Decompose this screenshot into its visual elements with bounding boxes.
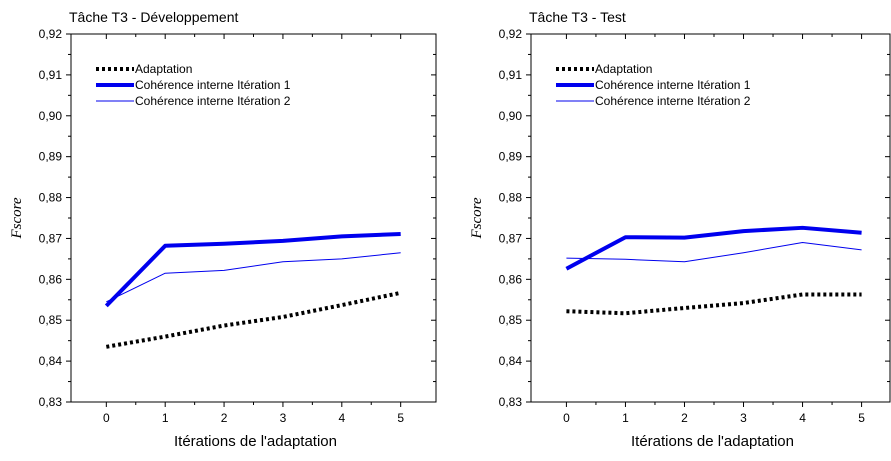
y-tick-label: 0,92 <box>39 27 63 41</box>
y-tick-label: 0,85 <box>39 313 63 327</box>
y-tick-label: 0,83 <box>499 395 523 409</box>
chart-title: Tâche T3 - Développement <box>69 9 238 25</box>
y-tick-label: 0,84 <box>499 354 523 368</box>
legend-label: Adaptation <box>595 62 652 76</box>
x-tick-label: 3 <box>280 411 287 425</box>
x-tick-label: 1 <box>622 411 629 425</box>
x-tick-label: 1 <box>162 411 169 425</box>
legend-label: Adaptation <box>135 62 192 76</box>
x-tick-label: 0 <box>103 411 110 425</box>
legend-label: Cohérence interne Itération 2 <box>135 94 291 108</box>
y-tick-label: 0,89 <box>499 150 523 164</box>
y-tick-label: 0,91 <box>499 68 523 82</box>
x-tick-label: 2 <box>681 411 688 425</box>
legend-label: Cohérence interne Itération 2 <box>595 94 751 108</box>
y-tick-label: 0,91 <box>39 68 63 82</box>
chart-title: Tâche T3 - Test <box>529 9 626 25</box>
y-tick-label: 0,85 <box>499 313 523 327</box>
series-line-0 <box>566 292 862 316</box>
series-line-1 <box>565 225 862 271</box>
x-tick-label: 4 <box>799 411 806 425</box>
y-tick-label: 0,83 <box>39 395 63 409</box>
x-axis-label: Itérations de l'adaptation <box>174 433 337 450</box>
series-line-2 <box>566 242 862 263</box>
y-tick-label: 0,86 <box>39 272 63 286</box>
y-tick-label: 0,84 <box>39 354 63 368</box>
y-tick-label: 0,92 <box>499 27 523 41</box>
y-tick-label: 0,87 <box>39 231 63 245</box>
x-tick-label: 5 <box>397 411 404 425</box>
x-tick-label: 5 <box>858 411 865 425</box>
y-tick-label: 0,89 <box>39 150 63 164</box>
series-line-1 <box>104 231 401 308</box>
y-tick-label: 0,88 <box>39 191 63 205</box>
x-axis-label: Itérations de l'adaptation <box>631 433 794 450</box>
legend-label: Cohérence interne Itération 1 <box>135 78 291 92</box>
x-tick-label: 2 <box>221 411 228 425</box>
x-tick-label: 0 <box>563 411 570 425</box>
chart-panel-0: Tâche T3 - Développement 0,83 0,84 0,85 0,86… <box>9 9 437 450</box>
y-tick-label: 0,87 <box>499 231 523 245</box>
y-axis-label: Fscore <box>469 197 485 239</box>
y-tick-label: 0,90 <box>499 109 523 123</box>
y-axis-label: Fscore <box>9 197 25 239</box>
chart-panel-1: Tâche T3 - Test 0,83 0,84 0,85 0,86 0,87 0,88 0… <box>469 9 891 450</box>
series-line-0 <box>105 290 402 349</box>
y-tick-label: 0,86 <box>499 272 523 286</box>
x-tick-label: 3 <box>740 411 747 425</box>
y-tick-label: 0,90 <box>39 109 63 123</box>
series-line-2 <box>106 252 401 303</box>
y-tick-label: 0,88 <box>499 191 523 205</box>
x-tick-label: 4 <box>338 411 345 425</box>
legend-label: Cohérence interne Itération 1 <box>595 78 751 92</box>
